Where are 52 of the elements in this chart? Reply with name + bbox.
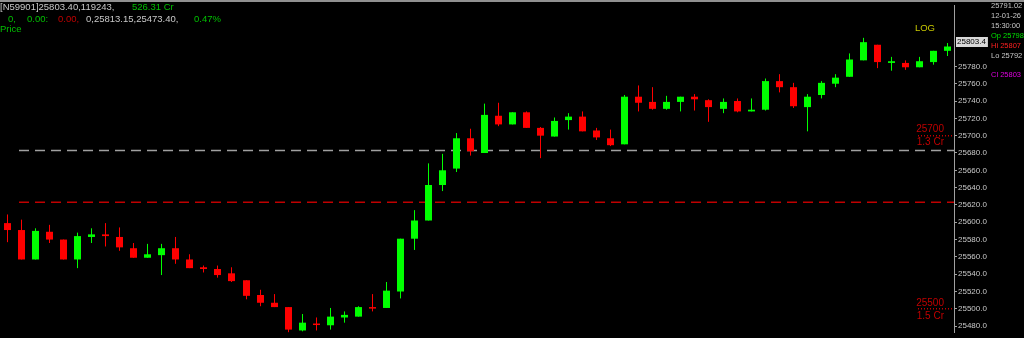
text: 25803.4 bbox=[957, 37, 987, 47]
y-tick-label: 25480.0 bbox=[958, 321, 988, 331]
candlestick bbox=[46, 224, 53, 244]
annotation: 0.00: bbox=[27, 12, 49, 24]
candlestick bbox=[172, 236, 179, 265]
candlestick bbox=[804, 93, 811, 132]
y-tick-label: 25500.0 bbox=[958, 304, 988, 314]
candlestick bbox=[467, 128, 474, 157]
candlestick bbox=[776, 73, 783, 93]
annotation: Price bbox=[0, 22, 22, 34]
y-tick-label: 25540.0 bbox=[958, 269, 988, 279]
annotation: [N59901]25803.40,119243, bbox=[0, 0, 115, 12]
y-tick-label: 25780.0 bbox=[958, 61, 988, 71]
y-tick-label: 25520.0 bbox=[958, 286, 988, 296]
y-tick-label: 25600.0 bbox=[958, 217, 988, 227]
candlestick bbox=[635, 84, 642, 112]
candlestick bbox=[243, 279, 250, 300]
candlestick bbox=[327, 307, 334, 331]
text: 0, bbox=[8, 12, 16, 24]
candlestick bbox=[383, 281, 390, 309]
candlestick bbox=[285, 306, 292, 333]
candlestick bbox=[158, 243, 165, 276]
candlestick bbox=[705, 98, 712, 123]
y-tick-label: 25580.0 bbox=[958, 234, 988, 244]
candlestick bbox=[439, 153, 446, 192]
y-tick-label: 25680.0 bbox=[958, 148, 988, 158]
y-tick-label: 25560.0 bbox=[958, 252, 988, 262]
candlestick bbox=[74, 232, 81, 269]
y-tick-label: 25720.0 bbox=[958, 113, 988, 123]
y-tick-label: 25700.0 bbox=[958, 130, 988, 140]
candlestick bbox=[537, 126, 544, 159]
candlestick bbox=[495, 102, 502, 127]
annotation: LOG bbox=[914, 21, 935, 33]
annotation: 0,25813.15,25473.40, bbox=[86, 12, 179, 24]
y-tick-label: 25760.0 bbox=[958, 78, 988, 88]
annotation: 526.31 Cr bbox=[132, 0, 174, 12]
ref-line-label: 25700 1.3 Cr bbox=[916, 123, 945, 148]
candlestick bbox=[790, 82, 797, 109]
candlestick bbox=[846, 52, 853, 78]
y-tick-label: 25740.0 bbox=[958, 96, 988, 106]
annotation: 0.00, bbox=[58, 12, 80, 24]
candlestick bbox=[411, 209, 418, 251]
annotation: 0.47% bbox=[194, 12, 222, 24]
candlestick bbox=[116, 226, 123, 252]
y-tick-label: 25620.0 bbox=[958, 200, 988, 210]
candlestick bbox=[102, 222, 109, 247]
candlestick bbox=[4, 213, 11, 243]
ref-line-label: 25500 1.5 Cr bbox=[916, 296, 945, 321]
candlestick bbox=[649, 86, 656, 111]
candlestick bbox=[551, 116, 558, 138]
y-tick-label: 25660.0 bbox=[958, 165, 988, 175]
y-tick-label: 25640.0 bbox=[958, 182, 988, 192]
